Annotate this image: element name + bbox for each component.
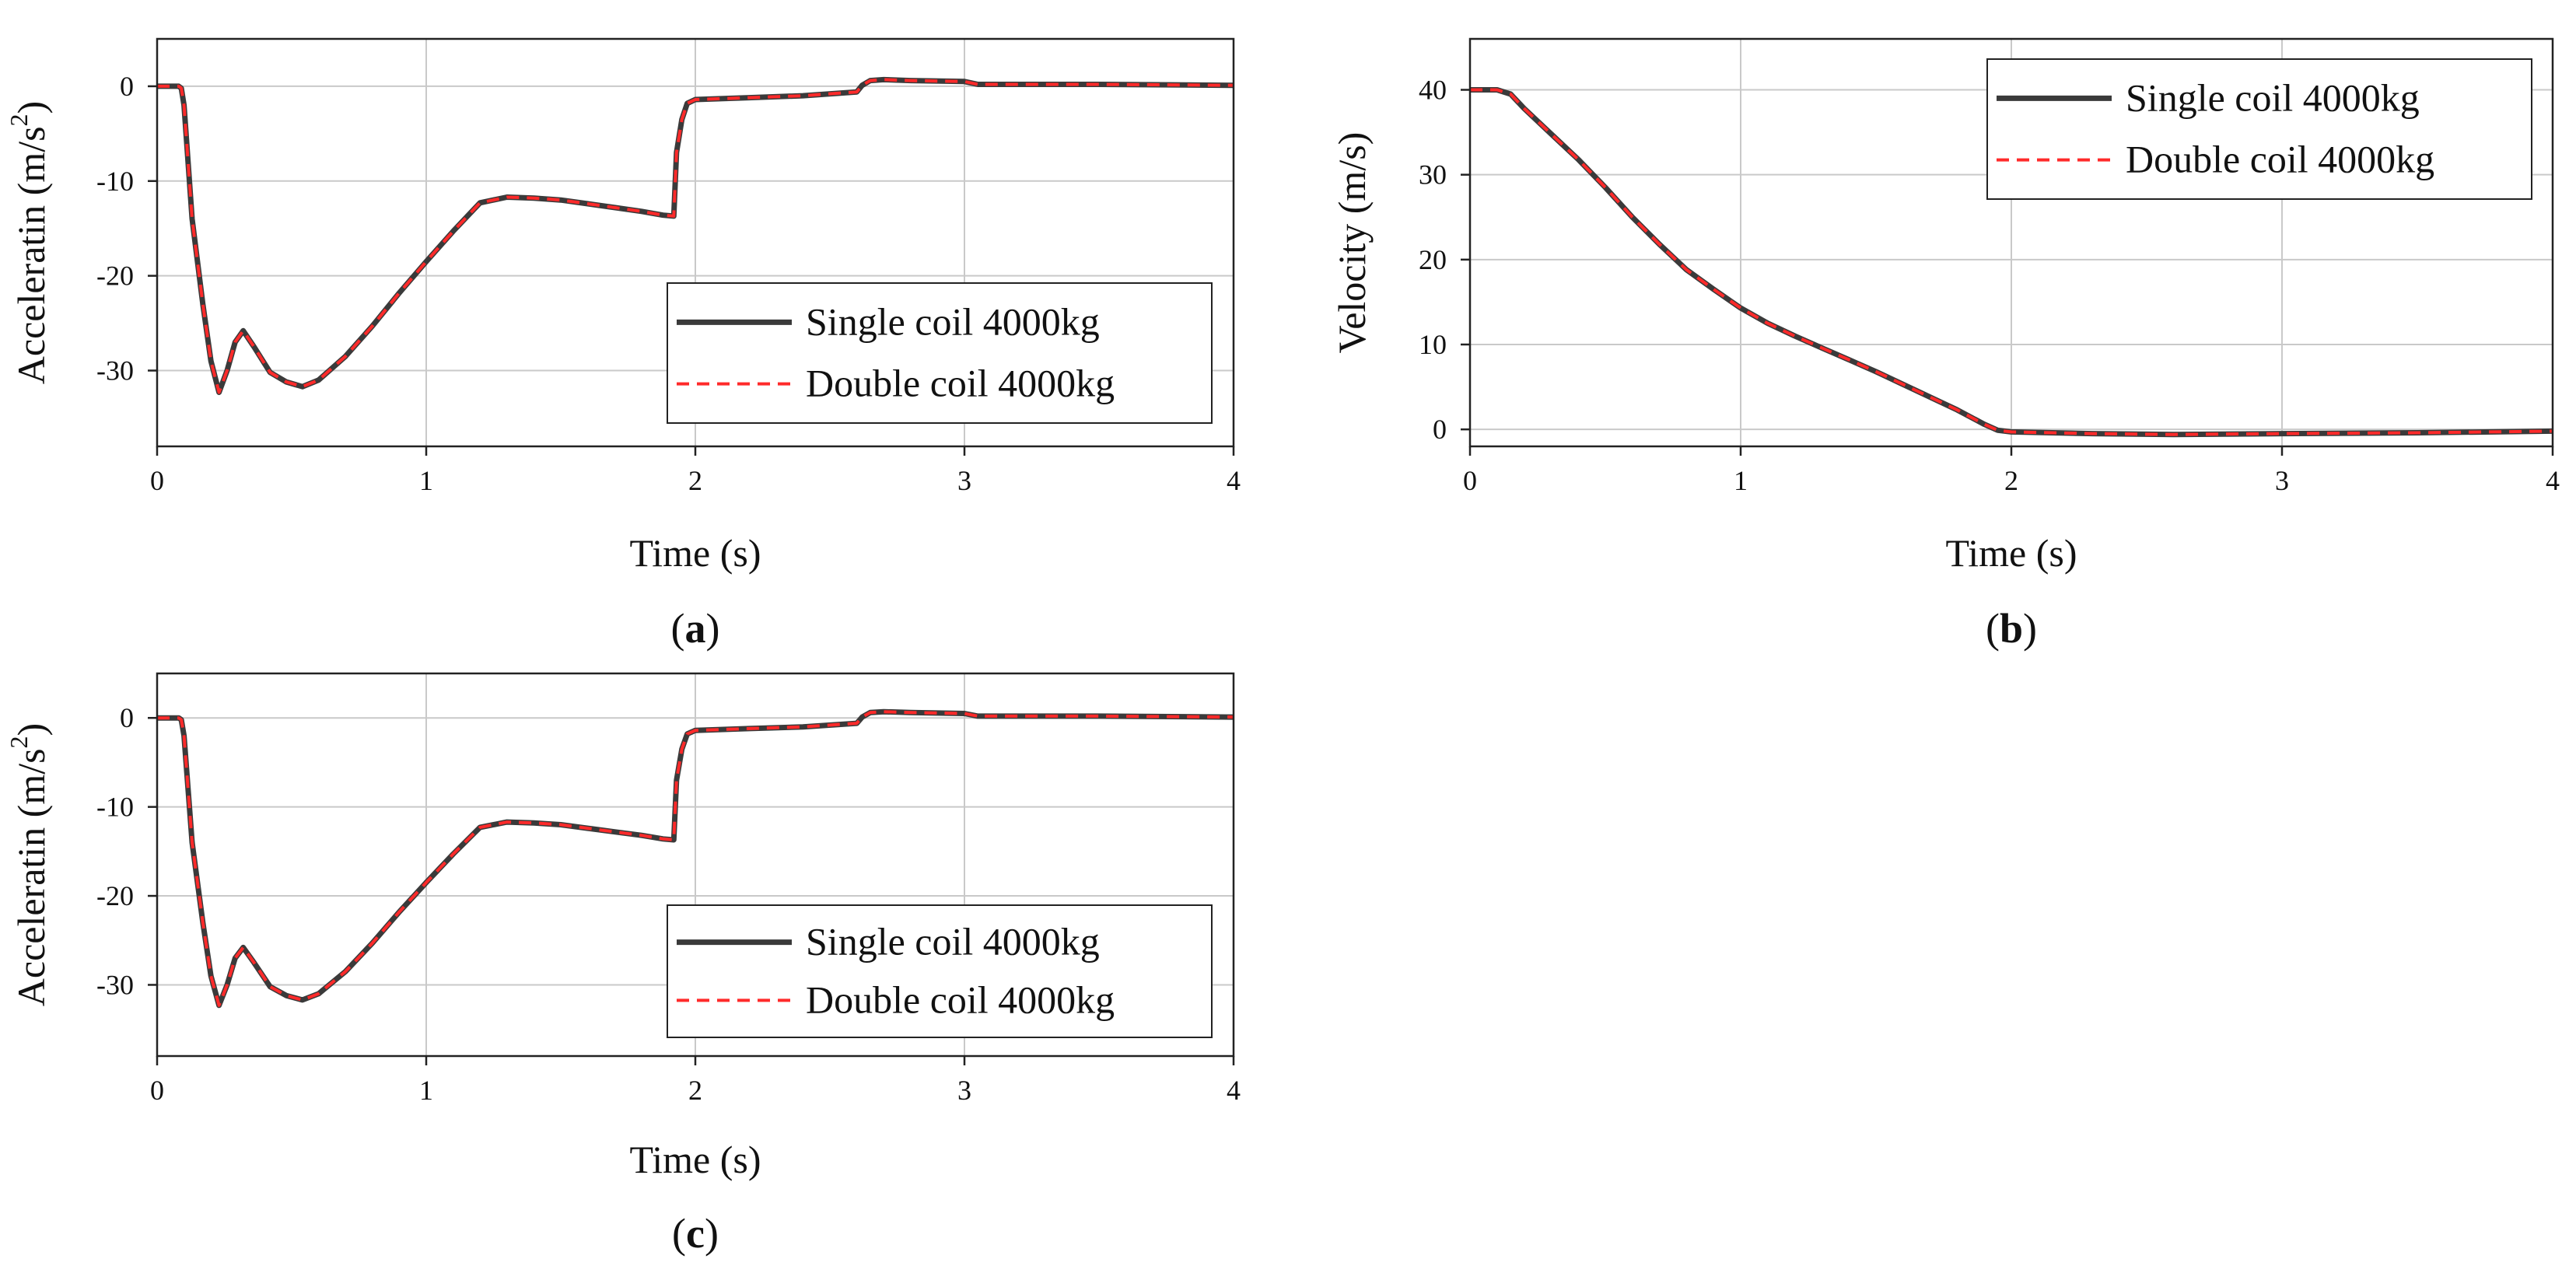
legend-label: Double coil 4000kg xyxy=(806,977,1115,1021)
legend-box xyxy=(667,904,1213,1038)
legend: Single coil 4000kg Double coil 4000kg xyxy=(667,282,1213,424)
y-axis-label-close: ) xyxy=(9,101,53,114)
x-tick-label: 4 xyxy=(2546,465,2560,496)
y-axis-label-main: Acceleratin (m/s xyxy=(9,748,53,1006)
y-tick-label: 0 xyxy=(1433,414,1447,445)
x-tick-label: 4 xyxy=(1227,1075,1241,1106)
y-axis-label: Acceleratin (m/s2) xyxy=(5,723,53,1006)
y-tick-label: 10 xyxy=(1419,329,1447,360)
x-tick-label: 3 xyxy=(2275,465,2289,496)
y-tick-label: -30 xyxy=(96,355,134,386)
legend: Single coil 4000kg Double coil 4000kg xyxy=(667,904,1213,1038)
y-axis-label: Velocity (m/s) xyxy=(1330,132,1374,354)
y-tick-label: -10 xyxy=(96,166,134,197)
y-axis-label: Acceleratin (m/s2) xyxy=(5,101,53,384)
legend-box xyxy=(667,282,1213,424)
x-tick-label: 0 xyxy=(1463,465,1477,496)
x-tick-label: 2 xyxy=(2004,465,2018,496)
y-tick-label: -10 xyxy=(96,792,134,823)
x-axis-label: Time (s) xyxy=(629,1138,761,1181)
y-tick-label: -20 xyxy=(96,261,134,292)
x-tick-label: 1 xyxy=(1734,465,1748,496)
x-tick-label: 4 xyxy=(1227,465,1241,496)
x-tick-label: 3 xyxy=(957,465,971,496)
legend-label: Double coil 4000kg xyxy=(806,362,1115,405)
x-tick-label: 3 xyxy=(957,1075,971,1106)
y-tick-label: 0 xyxy=(120,71,134,102)
x-tick-label: 1 xyxy=(419,465,433,496)
y-axis-label-main: Acceleratin (m/s xyxy=(9,126,53,384)
x-axis-label: Time (s) xyxy=(1945,531,2077,575)
y-tick-label: 30 xyxy=(1419,159,1447,191)
y-axis-label-close: ) xyxy=(9,723,53,736)
y-axis-label-superscript: 2 xyxy=(5,114,33,126)
y-axis-label-superscript: 2 xyxy=(5,736,33,748)
series-line-double-coil-4000kg xyxy=(157,78,1234,394)
x-axis-label: Time (s) xyxy=(629,531,761,575)
x-tick-label: 0 xyxy=(150,1075,164,1106)
legend-label: Single coil 4000kg xyxy=(2126,75,2420,119)
x-tick-label: 0 xyxy=(150,465,164,496)
x-tick-label: 2 xyxy=(688,1075,702,1106)
x-tick-label: 1 xyxy=(419,1075,433,1106)
y-tick-label: -30 xyxy=(96,969,134,1000)
panel-label: (c) xyxy=(672,1210,719,1257)
y-tick-label: 20 xyxy=(1419,244,1447,275)
y-tick-label: -20 xyxy=(96,880,134,911)
panel-label: (a) xyxy=(671,605,720,652)
legend-box xyxy=(1986,58,2532,200)
y-axis-label-main: Velocity (m/s) xyxy=(1330,132,1374,354)
series-line-double-coil-4000kg xyxy=(1470,88,2553,436)
legend-label: Single coil 4000kg xyxy=(806,920,1100,963)
x-tick-label: 2 xyxy=(688,465,702,496)
y-tick-label: 40 xyxy=(1419,75,1447,106)
legend-label: Single coil 4000kg xyxy=(806,299,1100,343)
legend: Single coil 4000kg Double coil 4000kg xyxy=(1986,58,2532,200)
y-tick-label: 0 xyxy=(120,702,134,733)
series-line-double-coil-4000kg xyxy=(157,710,1234,1007)
legend-label: Double coil 4000kg xyxy=(2126,138,2434,181)
panel-label: (b) xyxy=(1986,605,2037,652)
